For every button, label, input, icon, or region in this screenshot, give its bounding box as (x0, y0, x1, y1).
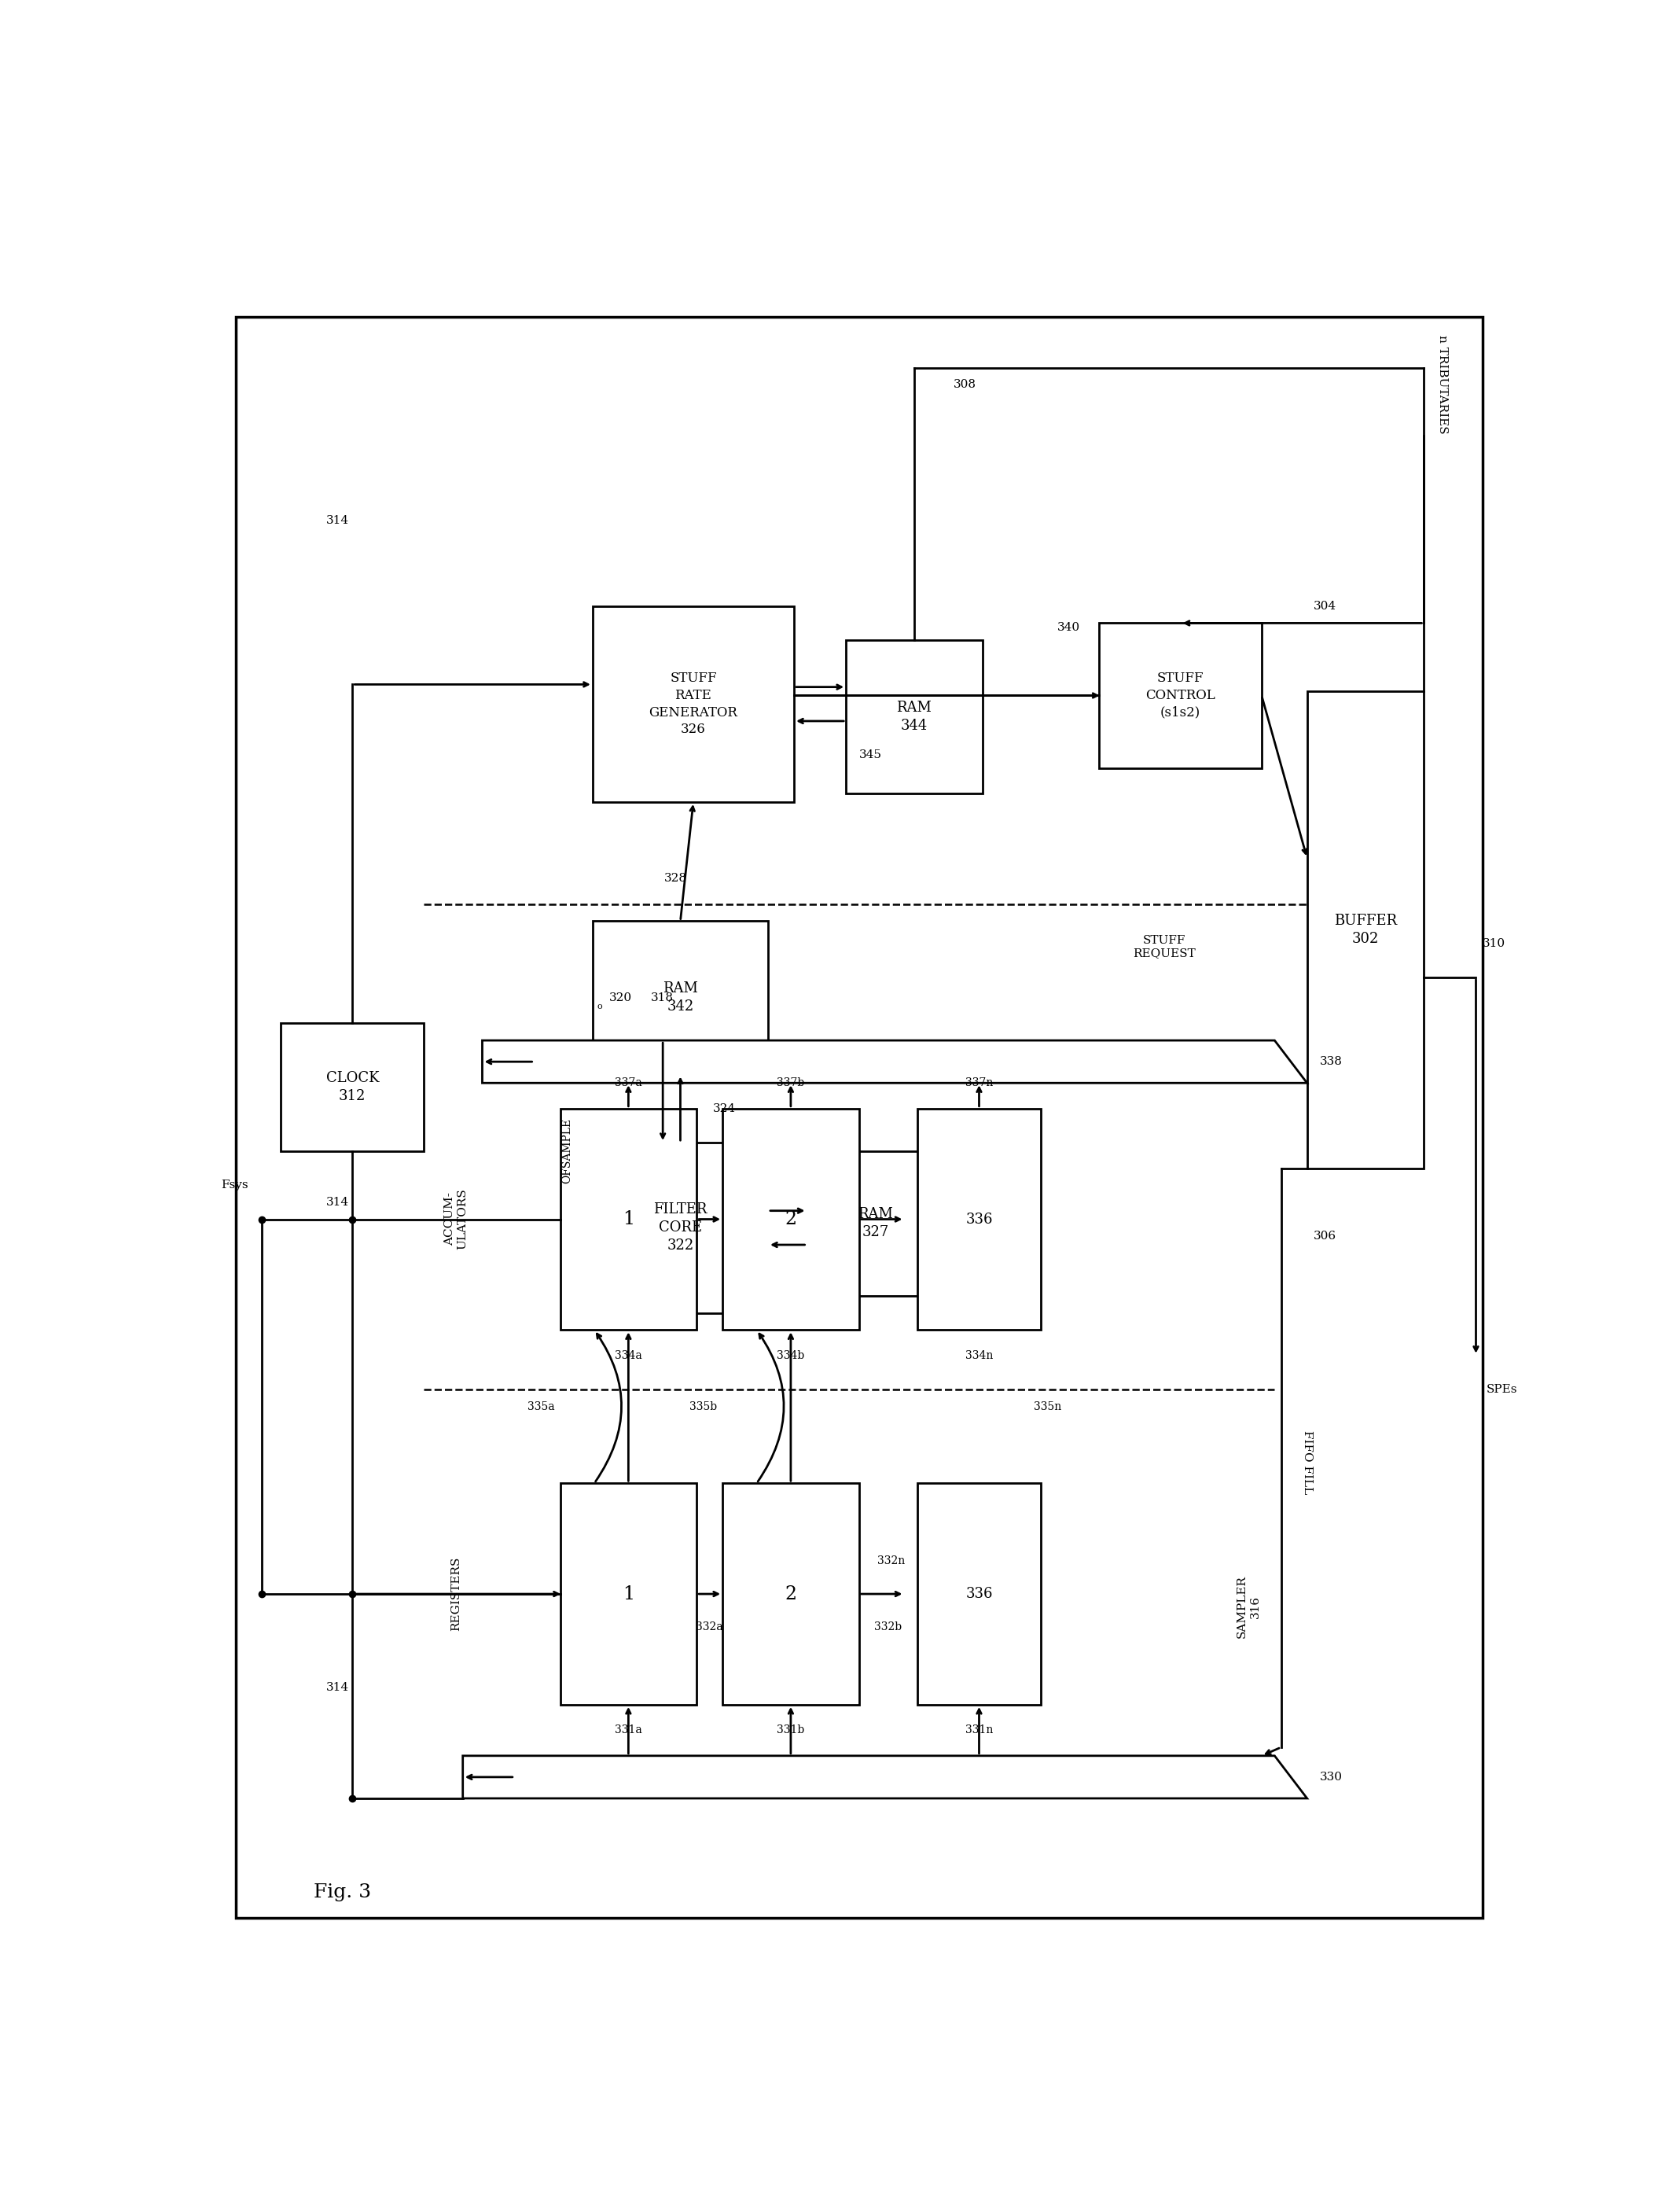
Text: 331b: 331b (778, 1725, 804, 1736)
Text: CLOCK
312: CLOCK 312 (325, 1071, 379, 1104)
Text: FILTER
CORE
322: FILTER CORE 322 (654, 1203, 707, 1252)
FancyBboxPatch shape (1307, 690, 1425, 1168)
FancyBboxPatch shape (808, 1150, 944, 1296)
FancyBboxPatch shape (560, 1484, 697, 1705)
Text: 332n: 332n (878, 1555, 905, 1566)
Polygon shape (463, 1756, 1307, 1798)
Text: n TRIBUTARIES: n TRIBUTARIES (1436, 336, 1448, 434)
Text: 335n: 335n (1034, 1400, 1061, 1411)
Text: 332a: 332a (696, 1621, 722, 1632)
Text: 337b: 337b (778, 1077, 804, 1088)
Text: OFSAMPLE: OFSAMPLE (561, 1119, 572, 1183)
Text: 1: 1 (622, 1210, 634, 1228)
Text: SAMPLER
316: SAMPLER 316 (1237, 1575, 1260, 1639)
Text: 304: 304 (1314, 602, 1336, 611)
FancyBboxPatch shape (593, 606, 794, 803)
Text: 335a: 335a (528, 1400, 555, 1411)
Text: 336: 336 (965, 1212, 992, 1225)
Text: 340: 340 (1058, 622, 1079, 633)
Text: 310: 310 (1482, 938, 1505, 949)
FancyBboxPatch shape (593, 1144, 768, 1314)
Text: 332b: 332b (875, 1621, 902, 1632)
Text: 331a: 331a (615, 1725, 642, 1736)
Text: ACCUM-
ULATORS: ACCUM- ULATORS (444, 1188, 468, 1250)
Text: 334n: 334n (965, 1349, 992, 1360)
Text: 334a: 334a (615, 1349, 642, 1360)
FancyBboxPatch shape (424, 938, 1274, 1825)
FancyBboxPatch shape (235, 316, 1482, 1918)
Text: 324: 324 (712, 1104, 736, 1115)
FancyBboxPatch shape (917, 1484, 1041, 1705)
Text: 337n: 337n (965, 1077, 992, 1088)
FancyBboxPatch shape (282, 1024, 424, 1150)
FancyBboxPatch shape (593, 920, 768, 1075)
Text: 1: 1 (622, 1586, 634, 1604)
Text: 338: 338 (1321, 1055, 1342, 1066)
Text: 320: 320 (610, 993, 632, 1004)
Text: 345: 345 (860, 750, 882, 761)
Text: 314: 314 (327, 1681, 349, 1692)
Text: Fig. 3: Fig. 3 (313, 1882, 370, 1900)
Text: 334b: 334b (778, 1349, 804, 1360)
Text: 314: 314 (327, 515, 349, 526)
Text: 330: 330 (1321, 1772, 1342, 1783)
Text: 337a: 337a (615, 1077, 642, 1088)
Text: 318: 318 (650, 993, 674, 1004)
Text: STUFF
RATE
GENERATOR
326: STUFF RATE GENERATOR 326 (649, 672, 737, 737)
Text: 2: 2 (784, 1210, 796, 1228)
Text: 314: 314 (327, 1197, 349, 1208)
Text: Fsys: Fsys (221, 1179, 248, 1190)
Text: BUFFER
302: BUFFER 302 (1334, 914, 1398, 947)
Text: 308: 308 (954, 378, 975, 389)
Text: STUFF
REQUEST: STUFF REQUEST (1133, 936, 1195, 958)
Text: 331n: 331n (965, 1725, 992, 1736)
FancyBboxPatch shape (560, 1108, 697, 1329)
Text: 328: 328 (664, 874, 687, 885)
FancyBboxPatch shape (917, 1108, 1041, 1329)
Text: 336: 336 (965, 1586, 992, 1601)
FancyBboxPatch shape (722, 1108, 860, 1329)
Text: SPEs: SPEs (1487, 1385, 1517, 1396)
Text: 306: 306 (1314, 1230, 1336, 1241)
Text: FIFO FILL: FIFO FILL (1302, 1429, 1312, 1493)
Text: RAM
342: RAM 342 (662, 982, 697, 1013)
FancyBboxPatch shape (722, 1484, 860, 1705)
FancyBboxPatch shape (846, 639, 982, 794)
Text: REGISTERS: REGISTERS (451, 1557, 463, 1630)
Polygon shape (483, 1040, 1307, 1084)
Text: STUFF
CONTROL
(s1s2): STUFF CONTROL (s1s2) (1145, 672, 1215, 719)
Text: RAM
344: RAM 344 (897, 701, 932, 732)
FancyBboxPatch shape (1099, 624, 1262, 768)
Text: o: o (597, 1002, 602, 1011)
Text: 335b: 335b (689, 1400, 717, 1411)
Text: RAM
327: RAM 327 (858, 1208, 893, 1239)
Text: 2: 2 (784, 1586, 796, 1604)
